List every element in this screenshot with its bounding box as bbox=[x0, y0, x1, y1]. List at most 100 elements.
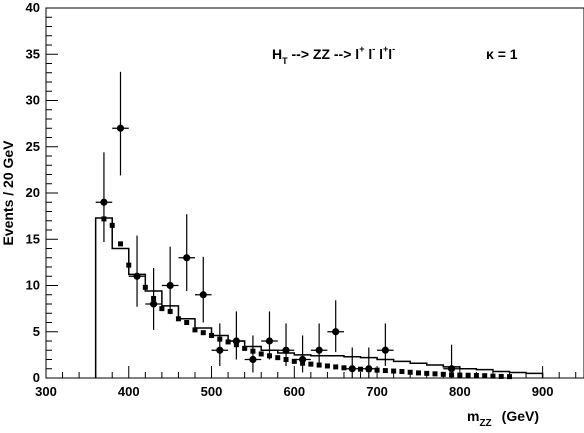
x-tick-label: 900 bbox=[532, 384, 554, 399]
y-tick-label: 10 bbox=[26, 278, 40, 293]
square-marker bbox=[415, 370, 421, 376]
data-point bbox=[216, 346, 224, 354]
data-point bbox=[447, 365, 456, 373]
square-marker bbox=[457, 372, 463, 378]
square-marker bbox=[324, 363, 330, 369]
series-data-points bbox=[95, 71, 460, 378]
square-marker bbox=[432, 371, 438, 377]
y-axis-title: Events / 20 GeV bbox=[0, 140, 16, 246]
square-marker bbox=[473, 373, 479, 379]
data-point-group bbox=[261, 311, 278, 360]
square-marker bbox=[126, 262, 132, 268]
data-point bbox=[315, 346, 323, 354]
data-point bbox=[365, 365, 373, 373]
x-tick-label: 400 bbox=[118, 384, 140, 399]
square-marker bbox=[291, 358, 297, 364]
data-point-group bbox=[443, 344, 460, 378]
square-marker bbox=[382, 368, 388, 374]
x-tick-labels: 300 400 500 600 700 800 900 bbox=[35, 384, 553, 399]
square-marker bbox=[407, 369, 413, 375]
square-marker bbox=[391, 368, 397, 374]
data-point-group bbox=[343, 347, 361, 378]
square-marker bbox=[482, 373, 488, 379]
square-marker bbox=[175, 316, 181, 322]
data-point bbox=[348, 365, 356, 373]
data-point bbox=[298, 355, 307, 364]
square-marker bbox=[117, 241, 123, 247]
process-l2: l bbox=[364, 46, 372, 62]
square-marker bbox=[341, 365, 347, 371]
data-point-group bbox=[360, 347, 378, 378]
data-point-group bbox=[95, 152, 113, 243]
x-tick-label: 300 bbox=[35, 384, 57, 399]
data-point-group bbox=[377, 323, 394, 366]
square-marker bbox=[308, 361, 314, 367]
data-point-group bbox=[145, 267, 162, 330]
data-point bbox=[282, 346, 290, 354]
data-point-group bbox=[228, 311, 245, 360]
square-marker bbox=[424, 370, 430, 376]
data-point-group bbox=[244, 335, 262, 373]
data-point-group bbox=[178, 214, 195, 292]
square-marker bbox=[184, 320, 190, 325]
x-tick-label: 800 bbox=[449, 384, 471, 399]
data-point-group bbox=[294, 335, 311, 373]
plot-frame bbox=[45, 7, 584, 379]
process-sup-2: - bbox=[372, 44, 375, 54]
process-sup-1: + bbox=[359, 44, 364, 54]
data-point bbox=[166, 281, 174, 290]
data-point-group bbox=[128, 235, 146, 307]
square-marker bbox=[209, 332, 215, 338]
square-marker bbox=[465, 372, 471, 378]
square-marker bbox=[440, 371, 446, 377]
square-marker bbox=[498, 373, 504, 379]
data-point bbox=[133, 272, 141, 280]
data-point-group bbox=[327, 300, 344, 353]
data-point bbox=[199, 291, 207, 299]
x-axis-title-main: m bbox=[467, 408, 479, 424]
process-l3: l bbox=[375, 46, 383, 62]
data-point bbox=[183, 254, 191, 262]
square-marker bbox=[109, 222, 115, 228]
data-point-group bbox=[310, 323, 328, 366]
y-tick-label: 25 bbox=[26, 139, 40, 154]
square-marker bbox=[192, 327, 198, 333]
data-point bbox=[100, 198, 108, 206]
y-tick-label: 15 bbox=[26, 231, 40, 246]
data-point bbox=[232, 337, 240, 345]
x-tick-label: 600 bbox=[283, 384, 305, 399]
x-axis-title: mZZ (GeV) bbox=[467, 408, 539, 429]
process-annotation: HT --> ZZ --> l+ l- l+l- bbox=[272, 44, 395, 66]
y-tick-labels: 0 5 10 15 20 25 30 35 40 bbox=[26, 0, 40, 385]
square-marker bbox=[258, 351, 264, 357]
square-marker bbox=[490, 373, 496, 379]
process-sup-4: - bbox=[392, 44, 395, 54]
y-tick-label: 20 bbox=[26, 185, 40, 200]
process-sup-3: + bbox=[383, 44, 388, 54]
y-tick-label: 35 bbox=[26, 46, 40, 61]
x-tick-label: 700 bbox=[366, 384, 388, 399]
data-point-group bbox=[194, 256, 212, 323]
data-point bbox=[249, 355, 257, 364]
data-point bbox=[116, 124, 125, 132]
square-marker bbox=[200, 330, 206, 336]
square-marker bbox=[142, 284, 148, 290]
data-point-group bbox=[161, 246, 179, 315]
square-marker bbox=[333, 364, 339, 370]
square-marker bbox=[159, 306, 165, 312]
process-chain: --> ZZ --> l bbox=[288, 46, 360, 62]
data-point-group bbox=[211, 323, 229, 366]
kappa-annotation: κ = 1 bbox=[486, 46, 518, 62]
square-marker bbox=[374, 367, 380, 373]
series-step-histogram bbox=[94, 217, 544, 378]
axis-ticks bbox=[45, 7, 577, 379]
square-marker bbox=[275, 355, 281, 361]
y-tick-label: 5 bbox=[33, 324, 40, 339]
process-h: H bbox=[272, 46, 282, 62]
process-l4: l bbox=[388, 46, 392, 62]
data-point bbox=[150, 300, 158, 308]
y-tick-label: 0 bbox=[33, 370, 40, 385]
x-axis-title-sub: ZZ bbox=[479, 418, 491, 429]
step-histogram-line bbox=[94, 217, 544, 378]
